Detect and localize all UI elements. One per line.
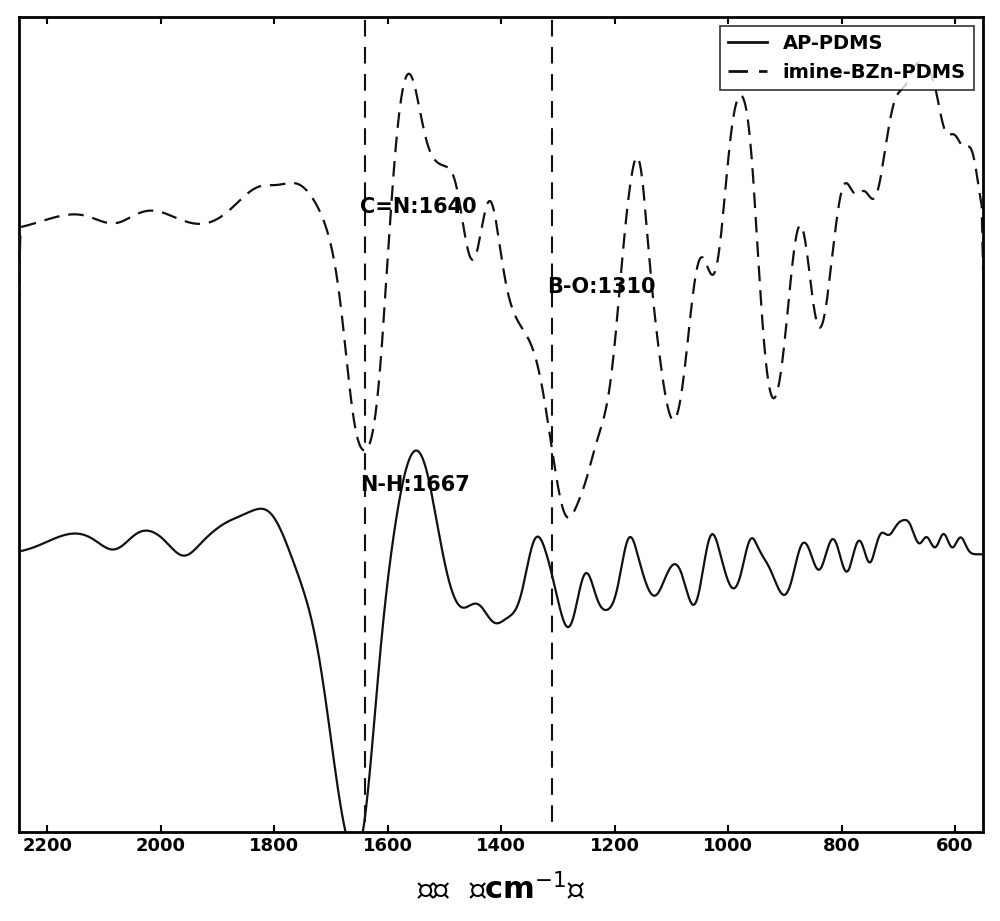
AP-PDMS — [276, 528, 288, 539]
Legend: AP-PDMS, imine-BZn-PDMS: AP-PDMS, imine-BZn-PDMS — [720, 27, 974, 89]
AP-PDMS — [42, 536, 54, 547]
imine-BZn-PDMS — [572, 497, 584, 508]
X-axis label: 波长  （cm$^{-1}$）: 波长 （cm$^{-1}$） — [417, 871, 585, 904]
AP-PDMS — [977, 549, 989, 560]
Line: imine-BZn-PDMS: imine-BZn-PDMS — [19, 63, 983, 518]
imine-BZn-PDMS — [913, 57, 925, 68]
AP-PDMS — [572, 591, 584, 602]
Text: B-O:1310: B-O:1310 — [548, 277, 656, 297]
Text: N-H:1667: N-H:1667 — [360, 474, 470, 495]
imine-BZn-PDMS — [276, 179, 288, 190]
imine-BZn-PDMS — [563, 512, 575, 523]
AP-PDMS — [13, 547, 25, 558]
AP-PDMS — [410, 445, 422, 456]
AP-PDMS — [90, 536, 102, 547]
imine-BZn-PDMS — [564, 511, 576, 522]
imine-BZn-PDMS — [90, 214, 102, 225]
imine-BZn-PDMS — [977, 276, 989, 287]
imine-BZn-PDMS — [519, 327, 531, 338]
AP-PDMS — [564, 620, 576, 631]
imine-BZn-PDMS — [42, 214, 54, 225]
AP-PDMS — [519, 572, 531, 583]
Text: C=N:1640: C=N:1640 — [360, 197, 477, 217]
Line: AP-PDMS: AP-PDMS — [19, 450, 983, 856]
imine-BZn-PDMS — [13, 286, 25, 297]
AP-PDMS — [349, 850, 361, 861]
